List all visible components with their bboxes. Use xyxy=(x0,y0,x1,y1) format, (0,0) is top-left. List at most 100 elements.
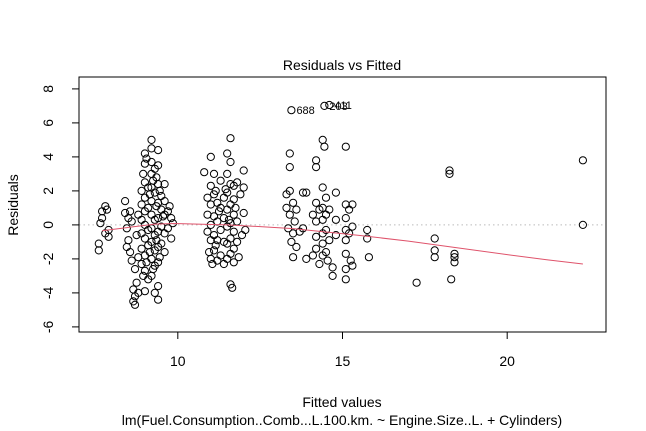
data-point xyxy=(127,256,136,265)
data-point xyxy=(363,234,372,243)
y-axis: -6 -4 -2 0 2 4 6 8 xyxy=(40,85,80,333)
data-point xyxy=(348,200,357,209)
data-point xyxy=(150,288,159,297)
data-point xyxy=(312,163,321,172)
data-point xyxy=(298,188,308,197)
chart-subtitle: lm(Fuel.Consumption..Comb...L.100.km. ~ … xyxy=(122,412,562,428)
data-point xyxy=(167,234,176,243)
data-point xyxy=(134,253,143,262)
data-point xyxy=(145,190,154,199)
data-point xyxy=(321,210,331,219)
data-point xyxy=(209,169,219,178)
data-point xyxy=(331,215,340,224)
data-point xyxy=(160,180,169,189)
data-point xyxy=(447,275,456,284)
data-point xyxy=(147,157,156,167)
data-point xyxy=(364,253,373,262)
data-point xyxy=(98,214,107,223)
data-point xyxy=(213,256,222,265)
data-point xyxy=(445,169,454,178)
data-point xyxy=(226,134,235,143)
data-point xyxy=(229,210,238,219)
data-point xyxy=(145,248,154,257)
data-point xyxy=(331,188,340,197)
data-point xyxy=(234,253,243,262)
data-point xyxy=(312,232,321,241)
data-point xyxy=(346,256,355,265)
data-point xyxy=(312,217,321,226)
data-point xyxy=(312,244,321,253)
data-point xyxy=(134,210,143,219)
data-point xyxy=(341,236,350,245)
data-point xyxy=(285,210,294,219)
data-point xyxy=(158,212,168,221)
data-point xyxy=(142,258,151,267)
data-point xyxy=(239,166,248,175)
data-point xyxy=(147,254,156,263)
data-point xyxy=(341,214,350,223)
data-point xyxy=(318,183,327,192)
data-point xyxy=(142,154,151,163)
data-point xyxy=(223,188,232,197)
data-point xyxy=(325,236,334,245)
data-point xyxy=(154,214,163,223)
data-point xyxy=(228,283,237,292)
data-point xyxy=(237,231,247,240)
data-point xyxy=(137,244,146,253)
outlier-label: 411 xyxy=(334,100,352,112)
data-point xyxy=(223,169,232,178)
data-point xyxy=(163,224,172,233)
data-point xyxy=(209,246,219,255)
y-tick-label: 6 xyxy=(40,119,56,127)
data-point xyxy=(213,198,222,207)
data-point xyxy=(137,200,146,209)
data-point xyxy=(144,203,153,212)
data-point xyxy=(130,265,140,274)
data-point xyxy=(363,225,372,235)
data-point xyxy=(341,275,350,284)
data-point xyxy=(102,205,112,214)
data-point xyxy=(290,217,299,226)
data-point xyxy=(223,149,232,158)
data-point xyxy=(345,229,354,238)
data-point xyxy=(94,246,103,255)
data-point xyxy=(140,149,149,158)
data-point xyxy=(154,282,163,291)
data-point xyxy=(450,253,459,262)
data-point xyxy=(137,215,146,224)
residual-points xyxy=(94,100,588,309)
data-point xyxy=(289,198,298,207)
data-point xyxy=(292,242,301,252)
data-point xyxy=(94,239,103,248)
data-point xyxy=(430,253,439,262)
data-point xyxy=(325,100,334,110)
data-point xyxy=(216,251,225,260)
plot-frame xyxy=(78,76,607,333)
data-point xyxy=(206,152,215,161)
data-point xyxy=(226,249,235,258)
data-point xyxy=(285,149,294,158)
smooth-trend-line xyxy=(102,222,583,265)
data-point xyxy=(137,259,146,269)
data-point xyxy=(298,224,308,233)
outlier-label: 688 xyxy=(296,105,314,117)
data-point xyxy=(132,231,141,240)
data-point xyxy=(147,169,156,178)
y-axis-label: Residuals xyxy=(5,174,21,235)
data-point xyxy=(126,248,135,257)
data-point xyxy=(430,234,439,243)
data-point xyxy=(147,210,156,219)
data-point xyxy=(292,205,301,214)
data-point xyxy=(139,271,148,280)
data-point xyxy=(209,231,219,240)
data-point xyxy=(285,186,294,195)
data-point xyxy=(219,214,228,223)
data-point xyxy=(239,183,248,192)
data-point xyxy=(160,229,169,238)
data-point xyxy=(430,246,439,255)
data-point xyxy=(320,142,329,151)
x-tick-label: 15 xyxy=(335,353,351,369)
data-point xyxy=(140,178,149,187)
data-point xyxy=(325,205,334,214)
